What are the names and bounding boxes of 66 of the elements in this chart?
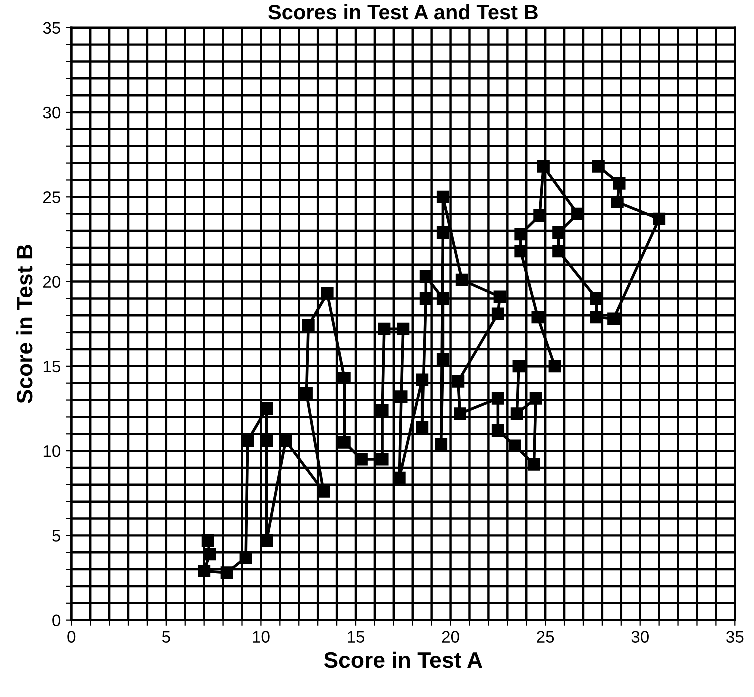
point (653, 212, 666, 226)
point (260, 402, 274, 415)
point (198, 564, 211, 578)
x-axis-title: Score in Test A (324, 652, 482, 668)
point (548, 360, 562, 373)
point (280, 434, 292, 448)
point (397, 322, 410, 336)
point (452, 375, 465, 388)
x-tick-label: 25 (537, 631, 554, 643)
point (608, 312, 620, 326)
point (420, 292, 432, 305)
point (395, 390, 408, 404)
point (436, 226, 450, 239)
point (537, 160, 550, 173)
point (492, 308, 504, 320)
y-tick-label: 0 (52, 614, 61, 627)
point (202, 534, 214, 548)
x-tick-label: 30 (632, 631, 649, 643)
y-tick-label: 25 (44, 192, 61, 204)
point (492, 392, 504, 405)
point (492, 424, 504, 437)
x-tick-label: 0 (68, 631, 76, 643)
point (532, 311, 544, 324)
y-tick-label: 15 (44, 360, 61, 373)
y-tick-label: 5 (52, 530, 61, 542)
point (260, 434, 274, 448)
point (318, 485, 330, 498)
point (512, 360, 526, 373)
point (613, 177, 626, 190)
point (508, 440, 522, 452)
x-tick-label: 5 (162, 631, 170, 643)
y-tick-label: 20 (44, 276, 61, 288)
point (242, 434, 254, 448)
point (378, 322, 391, 336)
point (436, 292, 450, 305)
point (302, 320, 315, 332)
point (494, 290, 506, 304)
point (321, 287, 334, 300)
point (436, 190, 450, 204)
point (376, 453, 389, 466)
y-tick-label: 30 (43, 106, 61, 119)
point (454, 408, 467, 420)
point (416, 374, 429, 386)
point (260, 534, 274, 548)
point (420, 270, 432, 283)
y-axis-title: Score in Test B (16, 245, 33, 404)
point (528, 458, 540, 471)
y-tick-label: 35 (43, 22, 61, 34)
point (435, 438, 448, 451)
point (592, 160, 605, 173)
x-tick-label: 20 (442, 631, 460, 643)
point (530, 392, 542, 405)
point (300, 387, 313, 400)
point (220, 566, 234, 580)
y-tick-label: 10 (44, 445, 61, 458)
chart-title: Scores in Test A and Test B (268, 4, 538, 20)
point (436, 353, 450, 366)
x-tick-label: 15 (348, 631, 365, 643)
point (376, 404, 389, 417)
point (510, 408, 524, 420)
point (338, 436, 351, 449)
x-tick-label: 10 (253, 631, 270, 643)
point (456, 274, 468, 286)
x-tick-label: 35 (726, 631, 744, 643)
point (416, 421, 429, 434)
point (204, 548, 216, 561)
